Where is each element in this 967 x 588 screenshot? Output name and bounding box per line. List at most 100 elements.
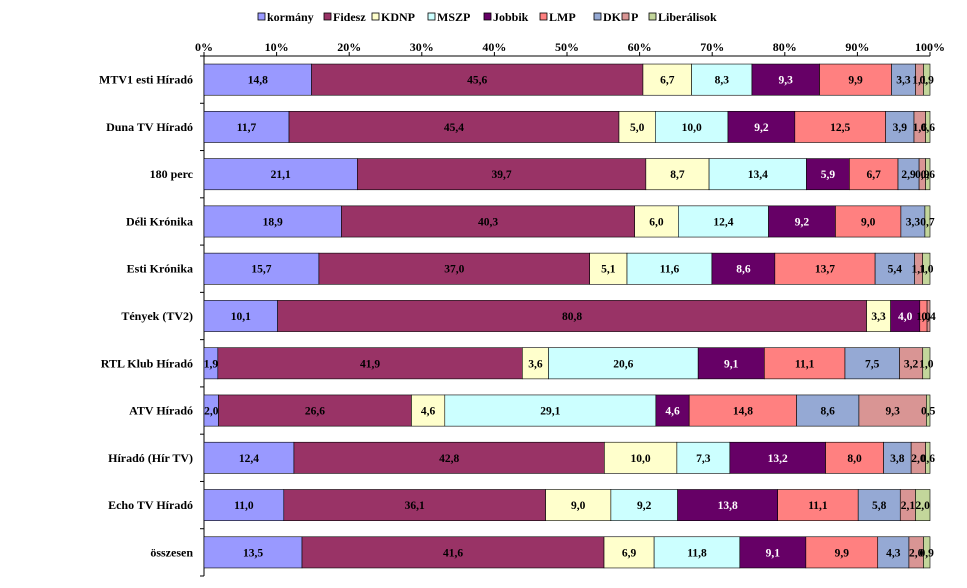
bar-segment-kormany: [203, 63, 312, 96]
data-label-kormany: 21,1: [271, 169, 291, 181]
bar-row-atv-hirado: [203, 394, 931, 427]
legend-swatch: [257, 12, 266, 21]
data-label-kdnp: 3,3: [871, 311, 886, 323]
bar-segment-liberalisok: [925, 111, 931, 143]
x-tick-label: 10%: [265, 40, 289, 54]
data-label-liberalisok: 1,0: [919, 264, 934, 276]
legend-label: P: [631, 10, 638, 24]
bar-segment-liberalisok: [926, 394, 931, 427]
data-label-kdnp: 5,1: [601, 264, 616, 276]
data-label-p: 2,1: [901, 500, 916, 512]
data-label-mszp: 20,6: [613, 358, 633, 370]
bar-segment-kormany: [203, 111, 290, 143]
data-label-fidesz: 39,7: [492, 169, 512, 181]
data-label-p: 1,6: [913, 122, 928, 134]
data-label-liberalisok: 0,5: [921, 406, 936, 418]
data-label-fidesz: 45,4: [444, 122, 464, 134]
bar-row-mtv1-esti-hirado: [203, 63, 931, 96]
category-label: MTV1 esti Híradó: [99, 73, 193, 87]
bar-segment-fidesz: [341, 205, 635, 238]
legend-item-kormany: kormány: [257, 10, 314, 24]
bar-segment-p: [926, 300, 931, 332]
data-label-liberalisok: 1,0: [919, 358, 934, 370]
bar-segment-liberalisok: [922, 347, 931, 380]
legend-label: MSZP: [437, 10, 470, 24]
bar-segment-dk: [844, 347, 900, 380]
bar-segment-lmp: [849, 158, 899, 191]
legend-label: LMP: [549, 10, 576, 24]
legend-swatch: [427, 12, 436, 21]
bar-segment-lmp: [805, 536, 879, 569]
data-label-kormany: 12,4: [239, 453, 259, 465]
x-tick-label: 50%: [555, 40, 579, 54]
legend-swatch: [323, 12, 332, 21]
bar-row-deli-kronika: [203, 205, 931, 238]
bar-segment-p: [858, 394, 927, 427]
bar-segment-kormany: [203, 158, 358, 191]
data-label-jobbik: 13,8: [718, 500, 738, 512]
data-label-fidesz: 26,6: [305, 406, 325, 418]
data-label-jobbik: 9,1: [724, 358, 739, 370]
data-label-lmp: 11,1: [808, 500, 828, 512]
data-label-fidesz: 37,0: [444, 264, 464, 276]
bar-segment-kdnp: [866, 300, 891, 332]
bar-segment-kdnp: [634, 205, 679, 238]
legend-label: Jobbik: [493, 10, 529, 24]
data-label-kormany: 10,1: [231, 311, 251, 323]
legend-item-mszp: MSZP: [427, 10, 470, 24]
bar-segment-dk: [900, 205, 926, 238]
bar-segment-liberalisok: [923, 536, 931, 569]
data-label-kdnp: 10,0: [631, 453, 651, 465]
data-label-kormany: 11,0: [234, 500, 254, 512]
data-label-dk: 3,3: [896, 75, 911, 87]
data-label-mszp: 8,3: [715, 75, 730, 87]
data-label-kdnp: 9,0: [571, 500, 586, 512]
data-label-jobbik: 9,1: [766, 547, 781, 559]
data-label-lmp: 12,5: [830, 122, 850, 134]
data-label-lmp: 1,0: [916, 311, 931, 323]
category-label: Tények (TV2): [121, 309, 193, 323]
data-label-p: 1,1: [912, 75, 927, 87]
data-label-mszp: 7,3: [696, 453, 711, 465]
data-label-lmp: 9,9: [835, 547, 850, 559]
legend-item-lmp: LMP: [539, 10, 576, 24]
data-label-dk: 3,3: [906, 216, 921, 228]
data-label-kdnp: 4,6: [421, 406, 436, 418]
bar-segment-liberalisok: [925, 441, 931, 474]
data-label-mszp: 29,1: [540, 406, 560, 418]
data-label-p: 3,2: [904, 358, 919, 370]
data-label-kdnp: 6,9: [622, 547, 637, 559]
data-label-mszp: 12,4: [713, 216, 733, 228]
data-label-mszp: 9,2: [637, 500, 652, 512]
data-label-jobbik: 5,9: [821, 169, 836, 181]
bar-segment-mszp: [654, 111, 729, 143]
bar-area: [203, 63, 931, 569]
category-label: Echo TV Híradó: [108, 498, 193, 512]
bar-segment-kdnp: [642, 63, 692, 96]
data-label-jobbik: 9,2: [754, 122, 769, 134]
bar-segment-mszp: [708, 158, 807, 191]
data-label-fidesz: 36,1: [405, 500, 425, 512]
bar-segment-mszp: [626, 252, 713, 285]
data-label-lmp: 11,1: [795, 358, 815, 370]
category-label: Híradó (Hír TV): [108, 451, 193, 465]
data-label-p: 9,3: [885, 406, 900, 418]
category-label: Esti Krónika: [127, 262, 193, 276]
x-axis: 0% 10% 20% 30% 40% 50% 60% 70% 80% 90% 100%: [195, 40, 945, 57]
bar-segment-lmp: [794, 111, 886, 143]
data-label-kormany: 14,8: [248, 75, 268, 87]
bar-segment-kormany: [203, 300, 278, 332]
bar-segment-dk: [877, 536, 910, 569]
bar-row-tenyek-tv2: [203, 300, 931, 332]
data-label-fidesz: 40,3: [478, 216, 498, 228]
data-label-liberalisok: 0,9: [920, 547, 935, 559]
data-label-lmp: 8,0: [847, 453, 862, 465]
data-label-p: 2,0: [909, 547, 924, 559]
bar-segment-fidesz: [277, 300, 867, 332]
y-axis: MTV1 esti Híradó Duna TV Híradó 180 perc Dé…: [99, 55, 205, 577]
bar-segment-fidesz: [293, 441, 605, 474]
bar-segment-jobbik: [739, 536, 807, 569]
data-label-p: 0,4: [921, 311, 936, 323]
data-label-dk: 5,8: [872, 500, 887, 512]
